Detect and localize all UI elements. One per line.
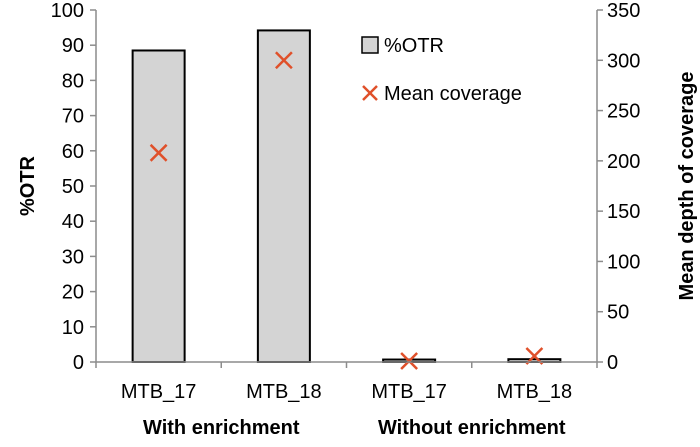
marker-3-stroke-b: [400, 352, 419, 370]
y2-tick-label: 0: [607, 352, 618, 374]
legend-label: %OTR: [384, 35, 444, 57]
y-tick-label: 90: [62, 35, 84, 57]
y-tick-label: 10: [62, 317, 84, 339]
marker-2: [274, 51, 293, 70]
marker-2-stroke-b: [274, 51, 293, 70]
y2-tick-label: 150: [607, 201, 640, 223]
marker-1: [149, 143, 168, 162]
y2-tick-label: 350: [607, 0, 640, 22]
axes-layer: [90, 9, 603, 368]
y2-tick-label: 250: [607, 101, 640, 123]
labels-layer: 0 10 20 30 40 50 60 70 80 90 100 0 50 100 150 200 250 300…: [17, 0, 698, 439]
y-tick-label: 100: [51, 0, 84, 22]
legend-swatch-otr: [361, 36, 379, 54]
y2-tick-label: 200: [607, 151, 640, 173]
y2-tick-label: 50: [607, 302, 629, 324]
x-tick-label: MTB_18: [497, 381, 573, 403]
legend: %OTR Mean coverage: [361, 35, 522, 105]
bar-2: [256, 29, 311, 364]
y2-axis-title: Mean depth of coverage: [676, 72, 698, 301]
marker-3: [400, 352, 419, 370]
bar-1: [131, 49, 186, 363]
x-tick-label: MTB_17: [121, 381, 197, 403]
y-tick-label: 80: [62, 70, 84, 92]
y-tick-label: 20: [62, 282, 84, 304]
group-label: With enrichment: [143, 417, 300, 439]
y-tick-label: 30: [62, 246, 84, 268]
x-tick-label: MTB_18: [246, 381, 322, 403]
legend-label: Mean coverage: [384, 83, 522, 105]
x-tick-label: MTB_17: [371, 381, 447, 403]
bars-layer: [131, 29, 562, 364]
y2-tick-label: 300: [607, 50, 640, 72]
group-label: Without enrichment: [378, 417, 566, 439]
legend-marker-b: [362, 85, 378, 101]
y-tick-label: 0: [73, 352, 84, 374]
y-tick-label: 40: [62, 211, 84, 233]
y-tick-label: 50: [62, 176, 84, 198]
marker-1-stroke-b: [149, 143, 168, 162]
y2-tick-label: 100: [607, 251, 640, 273]
y-tick-label: 70: [62, 106, 84, 128]
y-tick-label: 60: [62, 141, 84, 163]
y-axis-title: %OTR: [17, 155, 39, 216]
